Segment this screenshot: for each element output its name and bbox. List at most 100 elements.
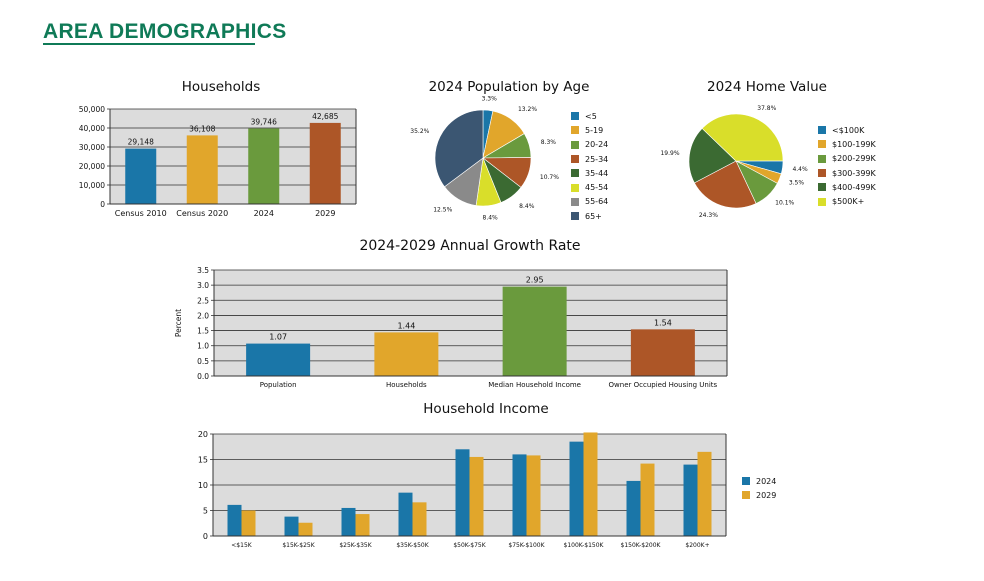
households-category-label: 2024: [254, 209, 274, 218]
legend-item: <5: [571, 109, 608, 123]
households-ytick-label: 0: [100, 200, 105, 209]
household_income-ytick-label: 20: [198, 430, 208, 439]
legend-item: $400-499K: [818, 180, 876, 194]
legend-label: $500K+: [832, 197, 865, 207]
households-bar: [186, 135, 218, 204]
legend-label: 55-64: [585, 197, 609, 207]
growth_rate-category-label: Owner Occupied Housing Units: [609, 381, 718, 389]
home_value-slice-label: 4.4%: [792, 166, 808, 173]
household_income-category-label: <$15K: [231, 542, 252, 549]
household_income-category-label: $200K+: [685, 542, 709, 549]
households-chart-title: Households: [181, 79, 261, 95]
growth_rate-bar: [502, 286, 567, 376]
age-chart-title: 2024 Population by Age: [428, 79, 590, 95]
growth_rate-ytick-label: 3.5: [197, 266, 209, 275]
growth_rate-ytick-label: 0.0: [197, 372, 209, 381]
households-category-label: 2029: [315, 209, 335, 218]
household_income-bar: [455, 449, 470, 536]
household_income-category-label: $100K-$150K: [564, 542, 605, 549]
legend-item: <$100K: [818, 123, 876, 137]
household_income-bar: [469, 456, 484, 536]
households-category-label: Census 2020: [176, 209, 228, 218]
household_income-bar: [626, 480, 641, 536]
home_value-slice-label: 24.3%: [699, 212, 718, 219]
legend-item: $100-199K: [818, 137, 876, 151]
households-bar: [125, 148, 157, 204]
legend-item: $300-399K: [818, 166, 876, 180]
income-legend: 2024 2029: [742, 474, 776, 503]
growth_rate-category-label: Households: [386, 381, 427, 389]
legend-label: 2024: [756, 476, 777, 486]
legend-item: $500K+: [818, 194, 876, 208]
growth_rate-bar: [246, 343, 311, 376]
legend-swatch: [571, 169, 579, 178]
legend-label: 2029: [756, 490, 777, 500]
household_income-bar: [398, 492, 413, 536]
households-ytick-label: 30,000: [79, 143, 105, 152]
legend-label: 20-24: [585, 140, 609, 150]
household_income-bar: [241, 510, 256, 536]
home_value-slice: [701, 113, 784, 162]
legend-label: $400-499K: [832, 182, 876, 192]
households-data-label: 42,685: [312, 112, 338, 121]
population_by_age-slice-label: 10.7%: [540, 174, 559, 181]
income-chart-title: Household Income: [423, 401, 549, 417]
household_income-bar: [697, 451, 712, 536]
legend-label: <5: [585, 111, 597, 121]
households-bar: [248, 128, 280, 204]
household_income-category-label: $75K-$100K: [508, 542, 545, 549]
legend-swatch: [571, 197, 579, 206]
legend-swatch: [742, 477, 750, 486]
legend-label: $100-199K: [832, 139, 876, 149]
home_value-slice: [688, 128, 737, 184]
population_by_age-slice-label: 35.2%: [410, 128, 429, 135]
legend-label: 45-54: [585, 183, 609, 193]
household_income-category-label: $25K-$35K: [339, 542, 372, 549]
home-value-legend: <$100K $100-199K $200-299K $300-399K $400-49…: [818, 123, 876, 209]
legend-swatch: [742, 491, 750, 500]
household_income-ytick-label: 0: [203, 532, 208, 541]
legend-swatch: [571, 155, 579, 164]
household_income-category-label: $15K-$25K: [282, 542, 315, 549]
growth_rate-data-label: 1.44: [397, 321, 415, 330]
growth_rate-ytick-label: 1.5: [197, 327, 209, 336]
legend-swatch: [571, 126, 579, 135]
growth_rate-bar: [374, 332, 439, 376]
population_by_age-slice-label: 8.4%: [483, 215, 499, 222]
legend-swatch: [571, 183, 579, 192]
growth_rate-bar: [630, 329, 695, 376]
home_value-slice-label: 19.9%: [660, 150, 679, 157]
legend-swatch: [571, 212, 579, 221]
growth_rate-ytick-label: 2.0: [197, 311, 209, 320]
legend-item: 45-54: [571, 180, 608, 194]
growth_rate-data-label: 1.07: [269, 333, 287, 342]
legend-item: 65+: [571, 209, 608, 223]
growth_rate-ytick-label: 2.5: [197, 296, 209, 305]
home_value-slice-label: 37.8%: [757, 105, 776, 112]
legend-item: 35-44: [571, 166, 608, 180]
growth_rate-category-label: Median Household Income: [488, 381, 581, 389]
legend-swatch: [571, 140, 579, 149]
legend-label: <$100K: [832, 125, 865, 135]
household_income-bar: [583, 432, 598, 536]
growth_rate-data-label: 2.95: [526, 276, 544, 285]
household_income-ytick-label: 10: [198, 481, 208, 490]
household_income-bar: [284, 516, 299, 536]
legend-label: 5-19: [585, 125, 604, 135]
legend-swatch: [818, 154, 826, 163]
legend-swatch: [818, 169, 826, 178]
legend-item: 5-19: [571, 123, 608, 137]
household_income-bar: [355, 514, 370, 536]
growth-chart-title: 2024-2029 Annual Growth Rate: [359, 238, 581, 254]
households-data-label: 39,746: [251, 117, 277, 126]
legend-item: $200-299K: [818, 152, 876, 166]
home_value-slice-label: 3.5%: [789, 179, 805, 186]
household_income-category-label: $35K-$50K: [396, 542, 429, 549]
household_income-bar: [227, 504, 242, 536]
household_income-bar: [683, 464, 698, 536]
households-data-label: 36,108: [189, 124, 215, 133]
households-category-label: Census 2010: [115, 209, 167, 218]
household_income-bar: [341, 507, 356, 536]
legend-item: 25-34: [571, 152, 608, 166]
households-bar: [309, 122, 341, 204]
